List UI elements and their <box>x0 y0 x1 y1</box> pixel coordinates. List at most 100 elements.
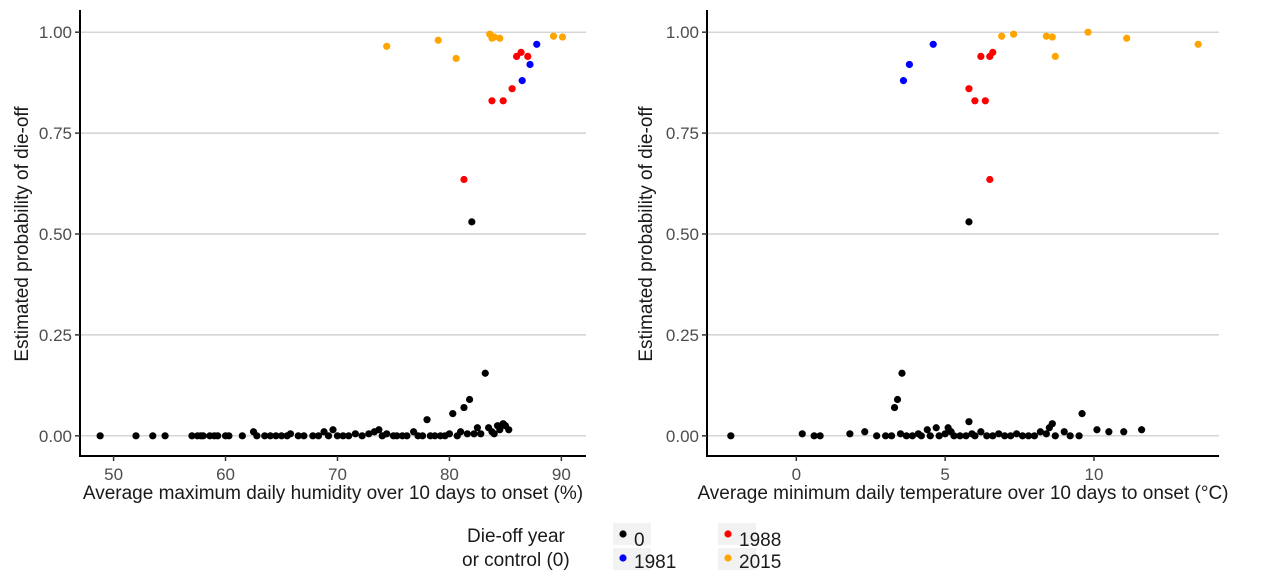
left-point-0-34 <box>365 430 373 438</box>
legend-key-bg-1988 <box>718 523 756 545</box>
left-point-0-16 <box>261 432 269 440</box>
right-point-0-26 <box>962 432 970 440</box>
left-point-0-17 <box>266 432 274 440</box>
right-y-tick-label-0: 0.00 <box>666 427 699 446</box>
right-point-0-45 <box>1051 432 1059 440</box>
left-point-0-46 <box>423 416 431 424</box>
left-point-0-33 <box>358 432 366 440</box>
left-y-tick-label-2: 0.50 <box>39 225 72 244</box>
legend-dot-1981 <box>619 554 627 562</box>
right-point-0-20 <box>935 432 943 440</box>
right-point-0-2 <box>810 432 818 440</box>
right-point-0-31 <box>977 428 985 436</box>
right-point-0-6 <box>873 432 881 440</box>
right-point-1981-2 <box>929 40 937 48</box>
right-y-tick-label-3: 0.75 <box>666 124 699 143</box>
left-x-tick-label-2: 70 <box>328 465 347 484</box>
right-point-1988-3 <box>981 97 989 105</box>
right-point-0-40 <box>1030 432 1039 440</box>
left-point-0-22 <box>294 432 302 440</box>
legend-label-2015: 2015 <box>739 552 781 570</box>
right-point-0-18 <box>926 432 934 440</box>
right-point-0-7 <box>882 432 890 440</box>
left-y-axis-title: Estimated probability of die-off <box>12 106 33 362</box>
legend-title-line1: Die-off year <box>467 526 566 547</box>
right-point-0-13 <box>902 432 911 440</box>
left-y-tick-label-1: 0.25 <box>39 326 72 345</box>
left-point-0-62 <box>481 369 489 377</box>
right-point-0-33 <box>989 432 997 440</box>
right-point-0-35 <box>1001 432 1009 440</box>
right-point-0-53 <box>1138 426 1146 434</box>
right-point-2015-1 <box>1010 30 1018 38</box>
left-point-0-57 <box>465 395 474 404</box>
legend-key-bg-2015 <box>718 548 756 570</box>
left-point-2015-8 <box>558 33 567 41</box>
left-point-0-28 <box>329 426 337 434</box>
right-point-0-0 <box>727 432 735 440</box>
right-point-1988-6 <box>986 175 994 184</box>
right-point-0-9 <box>890 403 899 412</box>
right-point-0-10 <box>893 395 902 404</box>
left-point-0-3 <box>161 432 169 440</box>
right-y-tick-label-1: 0.25 <box>666 326 699 345</box>
right-point-0-19 <box>932 424 940 432</box>
legend-label-1981: 1981 <box>634 552 676 570</box>
right-point-0-1 <box>798 430 806 438</box>
right-point-0-51 <box>1105 428 1113 436</box>
right-x-tick-label-1: 5 <box>940 465 949 484</box>
legend-key-bg-0 <box>613 523 651 545</box>
right-point-0-21 <box>941 430 949 438</box>
left-point-2015-7 <box>549 32 558 40</box>
left-point-0-0 <box>96 432 104 440</box>
left-point-0-55 <box>460 403 468 412</box>
right-point-0-16 <box>917 432 925 440</box>
left-point-0-38 <box>383 430 391 438</box>
right-point-0-17 <box>923 426 931 434</box>
left-point-0-60 <box>473 424 482 432</box>
right-point-1981-0 <box>899 77 908 85</box>
right-point-2015-7 <box>1194 40 1202 48</box>
right-point-0-32 <box>983 432 991 440</box>
right-y-tick-label-4: 1.00 <box>666 23 699 42</box>
right-point-0-5 <box>861 428 869 436</box>
legend: Die-off year or control (0) 0 1981 1988 … <box>462 523 781 570</box>
left-point-0-23 <box>300 432 308 440</box>
left-point-0-30 <box>339 432 347 440</box>
right-point-0-50 <box>1093 426 1101 434</box>
right-point-0-46 <box>1060 428 1068 436</box>
right-point-0-41 <box>1036 428 1044 436</box>
left-point-0-32 <box>351 430 359 438</box>
right-point-1988-1 <box>971 97 979 105</box>
right-x-axis-title: Average minimum daily temperature over 1… <box>697 483 1228 504</box>
left-point-0-19 <box>277 432 286 440</box>
right-point-0-44 <box>1048 420 1056 428</box>
left-point-0-31 <box>345 432 353 440</box>
left-point-0-10 <box>214 432 222 440</box>
right-point-1988-5 <box>989 48 997 56</box>
right-point-2015-5 <box>1084 28 1092 36</box>
right-point-0-39 <box>1024 432 1033 440</box>
left-point-1988-5 <box>517 48 525 56</box>
left-point-0-24 <box>309 432 317 440</box>
left-point-0-45 <box>418 432 427 440</box>
left-point-0-58 <box>468 218 476 226</box>
left-point-0-36 <box>375 426 383 434</box>
left-point-0-67 <box>496 426 504 434</box>
left-point-0-15 <box>253 432 261 440</box>
right-point-0-28 <box>965 218 973 226</box>
left-point-0-7 <box>199 432 207 440</box>
left-x-tick-label-3: 80 <box>440 465 459 484</box>
left-point-0-51 <box>445 430 454 438</box>
right-point-0-24 <box>950 432 958 440</box>
legend-label-0: 0 <box>634 530 645 551</box>
right-point-0-3 <box>816 432 824 440</box>
right-point-0-38 <box>1018 432 1027 440</box>
left-point-0-59 <box>470 430 478 438</box>
right-point-0-25 <box>956 432 964 440</box>
left-point-0-52 <box>449 410 457 418</box>
left-point-1988-3 <box>508 85 516 93</box>
right-point-0-8 <box>887 432 896 440</box>
